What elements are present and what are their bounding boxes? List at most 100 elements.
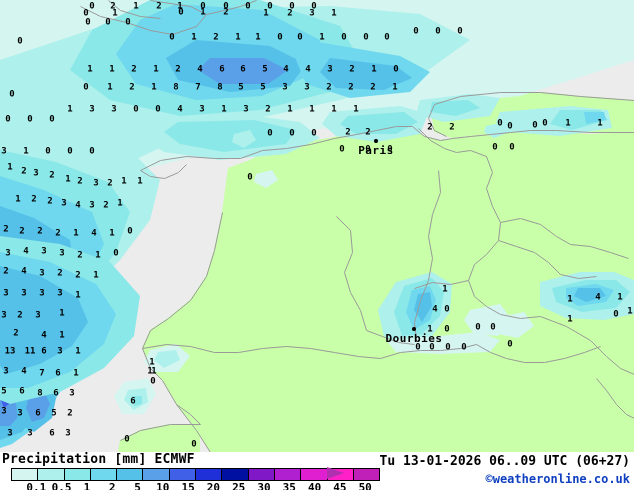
legend-overflow-arrow-icon: [327, 467, 344, 479]
grid-value: 4: [91, 228, 97, 239]
grid-value: 1: [147, 366, 153, 377]
grid-value: 1: [263, 8, 269, 19]
grid-value: 3: [327, 64, 333, 75]
grid-value: 2: [75, 270, 81, 281]
grid-value: 7: [195, 82, 201, 93]
grid-value: 13: [4, 346, 16, 357]
grid-value: 0: [83, 8, 89, 19]
grid-value: 0: [200, 1, 206, 12]
grid-value: 1: [392, 82, 398, 93]
grid-value: 6: [55, 368, 61, 379]
grid-value: 2: [21, 166, 27, 177]
grid-value: 5: [238, 82, 244, 93]
grid-value: 1: [65, 174, 71, 185]
grid-value: 0: [445, 342, 451, 353]
grid-value: 0: [492, 142, 498, 153]
grid-value: 0: [509, 142, 515, 153]
grid-value: 0: [311, 128, 317, 139]
grid-value: 0: [267, 128, 273, 139]
grid-value: 3: [304, 82, 310, 93]
copyright-credit[interactable]: ©weatheronline.co.uk: [485, 472, 631, 486]
grid-value: 1: [59, 330, 65, 341]
grid-value: 4: [432, 304, 438, 315]
grid-value: 1: [67, 104, 73, 115]
grid-value: 4: [283, 64, 289, 75]
grid-value: 1: [331, 8, 337, 19]
grid-value: 3: [21, 288, 27, 299]
grid-value: 2: [287, 8, 293, 19]
grid-value: 1: [309, 104, 315, 115]
grid-value: 6: [41, 346, 47, 357]
legend-tick-10: 10: [156, 481, 170, 490]
grid-value: 2: [427, 122, 433, 133]
grid-value: 0: [223, 1, 229, 12]
grid-value: 2: [55, 228, 61, 239]
grid-value: 0: [5, 114, 11, 125]
grid-value: 0: [444, 324, 450, 335]
grid-value: 1: [109, 228, 115, 239]
map-footer: Precipitation [mm] ECMWF 0.1 0.5 1 2 5 10 15 20…: [0, 452, 634, 490]
grid-value: 2: [213, 32, 219, 43]
grid-value: 0: [457, 26, 463, 37]
grid-value: 4: [23, 246, 29, 257]
grid-value: 2: [3, 224, 9, 235]
grid-value: 0: [311, 1, 317, 12]
grid-value: 0: [542, 118, 548, 129]
grid-value: 2: [107, 178, 113, 189]
grid-value: 2: [365, 127, 371, 138]
grid-value: 3: [27, 428, 33, 439]
legend-tick-5: 5: [134, 481, 141, 490]
grid-value: 0: [393, 64, 399, 75]
grid-value: 3: [17, 408, 23, 419]
grid-value: 1: [191, 32, 197, 43]
grid-value: 2: [449, 122, 455, 133]
legend-tick-45: 45: [333, 481, 347, 490]
grid-value: 2: [13, 328, 19, 339]
grid-value: 0: [444, 304, 450, 315]
grid-value: 6: [219, 64, 225, 75]
grid-value: 7: [39, 368, 45, 379]
grid-value: 6: [19, 386, 25, 397]
grid-value: 3: [111, 104, 117, 115]
grid-value: 4: [197, 64, 203, 75]
legend-color-bar: [11, 468, 381, 481]
city-label: Dourbies: [385, 332, 443, 345]
grid-value: 0: [169, 32, 175, 43]
grid-value: 1: [75, 346, 81, 357]
grid-value: 0: [289, 128, 295, 139]
grid-value: 1: [565, 118, 571, 129]
grid-value: 0: [339, 144, 345, 155]
grid-value: 1: [75, 290, 81, 301]
grid-value: 4: [177, 104, 183, 115]
grid-value: 0: [245, 1, 251, 12]
legend-swatch-1: [38, 469, 65, 480]
legend-swatch-3: [90, 469, 118, 480]
grid-value: 3: [39, 288, 45, 299]
grid-value: 1: [617, 292, 623, 303]
grid-value: 4: [75, 200, 81, 211]
grid-value: 2: [37, 226, 43, 237]
grid-value: 3: [41, 246, 47, 257]
grid-value: 1: [151, 82, 157, 93]
grid-value: 1: [93, 270, 99, 281]
grid-value: 0: [532, 120, 538, 131]
grid-value: 1: [107, 82, 113, 93]
legend-swatch-6: [169, 469, 197, 480]
grid-value: 2: [110, 1, 116, 12]
grid-value: 1: [287, 104, 293, 115]
grid-value: 0: [413, 26, 419, 37]
grid-value: 3: [3, 366, 9, 377]
grid-value: 0: [17, 36, 23, 47]
legend-tick-30: 30: [257, 481, 271, 490]
grid-value: 0: [155, 104, 161, 115]
grid-value: 1: [133, 1, 139, 12]
grid-value: 0: [429, 342, 435, 353]
grid-value: 2: [345, 127, 351, 138]
grid-value: 3: [1, 406, 7, 417]
grid-value: 0: [490, 322, 496, 333]
grid-value: 0: [507, 121, 513, 132]
grid-value: 1: [235, 32, 241, 43]
grid-value: 8: [217, 82, 223, 93]
grid-value: 1: [567, 294, 573, 305]
